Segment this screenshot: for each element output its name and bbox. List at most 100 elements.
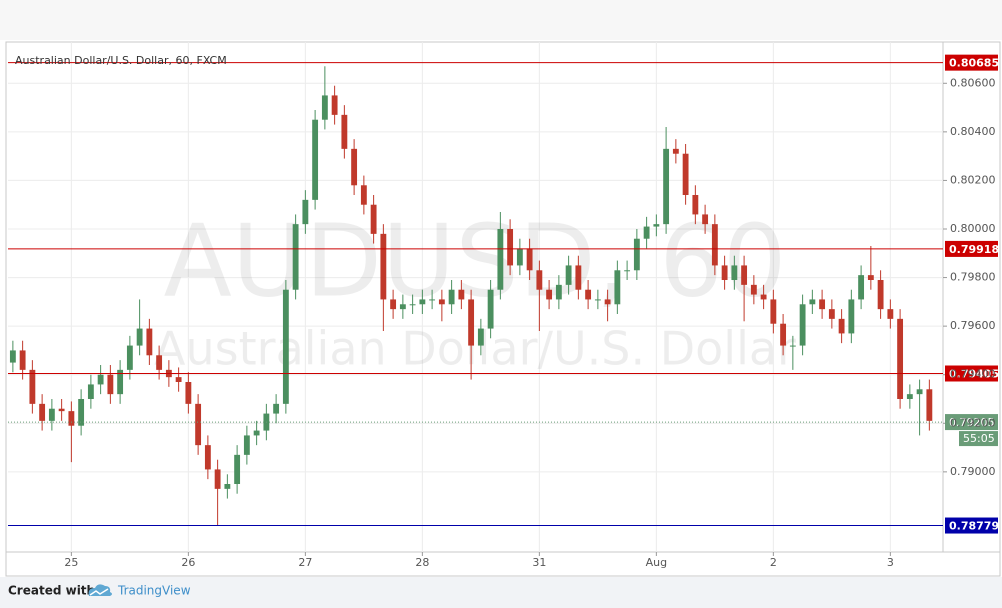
candle-body — [78, 399, 85, 426]
candle-body — [19, 350, 26, 370]
candles — [9, 66, 933, 526]
candle-body — [370, 204, 377, 234]
x-tick-label: Aug — [646, 556, 667, 569]
candle-body — [828, 309, 835, 319]
candle-body — [399, 304, 406, 310]
candle-body — [877, 280, 884, 310]
candle-body — [351, 148, 358, 186]
candle-body — [458, 289, 465, 300]
candle-body — [380, 233, 387, 300]
candle-body — [750, 284, 757, 295]
candle-body — [204, 445, 211, 470]
candle-body — [468, 299, 475, 346]
candle-body — [497, 229, 504, 290]
candle-body — [887, 309, 894, 319]
candle-body — [575, 265, 582, 290]
candle-body — [156, 355, 163, 370]
level-label: 0.78779 — [949, 520, 999, 533]
level-label: 0.79918 — [949, 243, 999, 256]
logo-cloud — [88, 584, 112, 596]
candle-body — [536, 270, 543, 290]
candle-body — [48, 408, 55, 421]
candle-body — [438, 299, 445, 305]
candle-body — [663, 148, 670, 225]
candle-body — [760, 294, 767, 300]
footer-bar — [0, 577, 1002, 608]
candle-body — [185, 382, 192, 404]
logo-line — [89, 588, 109, 596]
candle-body — [282, 289, 289, 404]
current-price-label: 0.79205 — [949, 416, 995, 429]
candle-body — [672, 148, 679, 154]
candle-body — [604, 299, 611, 305]
candle-body — [565, 265, 572, 285]
candle-body — [526, 248, 533, 271]
y-tick-label: 0.80600 — [950, 76, 996, 89]
watermark: AUDUSD, 60 Australian Dollar/U.S. Dollar — [154, 202, 796, 375]
candle-body — [321, 95, 328, 120]
candle-body — [234, 454, 241, 484]
candle-body — [9, 350, 16, 363]
candle-body — [409, 304, 416, 306]
chart-title: Australian Dollar/U.S. Dollar, 60, FXCM — [15, 54, 227, 67]
candle-body — [555, 284, 562, 300]
watermark-name: Australian Dollar/U.S. Dollar — [154, 322, 796, 376]
candle-body — [653, 224, 660, 227]
candle-body — [711, 224, 718, 266]
candle-body — [926, 389, 933, 421]
candle-body — [585, 289, 592, 300]
candle-body — [770, 299, 777, 324]
candle-body — [448, 289, 455, 305]
candle-body — [146, 328, 153, 356]
candle-body — [780, 323, 787, 346]
y-tick-label: 0.79400 — [950, 368, 996, 381]
current-price-box — [945, 414, 998, 431]
candle-body — [692, 195, 699, 215]
candle-body — [858, 275, 865, 300]
candle-body — [243, 435, 250, 455]
candle-body — [906, 394, 913, 399]
candle-body — [175, 377, 182, 382]
level-label-box — [945, 240, 998, 257]
candle-body — [546, 289, 553, 300]
candle-body — [799, 304, 806, 346]
candle-body — [224, 484, 231, 489]
top-strip — [0, 0, 1002, 40]
candle-body — [331, 95, 338, 115]
level-label: 0.79405 — [949, 368, 999, 381]
candle-body — [809, 299, 816, 305]
candle-body — [136, 328, 143, 346]
candle-body — [68, 411, 75, 426]
candle-body — [39, 403, 46, 421]
candle-body — [117, 369, 124, 395]
level-label: 0.80685 — [949, 57, 999, 70]
candle-body — [516, 248, 523, 266]
candle-body — [624, 270, 631, 272]
x-tick-label: 27 — [298, 556, 312, 569]
y-tick-label: 0.79000 — [950, 465, 996, 478]
candle-body — [507, 229, 514, 266]
footer-brand[interactable]: TradingView — [117, 584, 191, 598]
x-tick-label: 2 — [770, 556, 777, 569]
y-tick-label: 0.80200 — [950, 173, 996, 186]
countdown-label: 55:05 — [963, 432, 995, 445]
x-tick-label: 3 — [887, 556, 894, 569]
candle-body — [643, 226, 650, 239]
candle-body — [614, 270, 621, 305]
candle-body — [741, 265, 748, 285]
candle-body — [195, 403, 202, 446]
candle-body — [487, 289, 494, 329]
y-tick-label: 0.79200 — [950, 416, 996, 429]
candle-body — [107, 374, 114, 395]
y-tick-label: 0.80000 — [950, 222, 996, 235]
candle-body — [594, 299, 601, 301]
x-tick-label: 31 — [532, 556, 546, 569]
candle-body — [29, 369, 36, 404]
y-tick-label: 0.80400 — [950, 125, 996, 138]
candle-body — [731, 265, 738, 280]
level-label-box — [945, 517, 998, 534]
candle-body — [360, 185, 367, 205]
candle-body — [477, 328, 484, 346]
